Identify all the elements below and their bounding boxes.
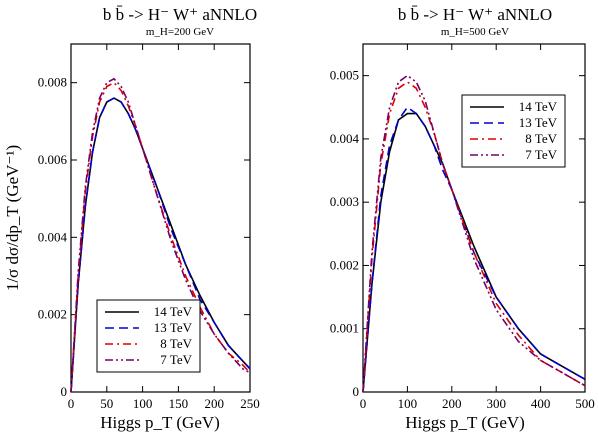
left-x-tick-label: 150 (169, 396, 189, 411)
left-legend-label: 7 TeV (160, 352, 192, 367)
right-y-tick-label: 0.001 (330, 321, 359, 336)
left-y-tick-label: 0.002 (38, 307, 67, 322)
right-series-lines (362, 74, 586, 393)
right-legend-label: 13 TeV (519, 115, 558, 130)
left-series-line (70, 97, 251, 393)
left-y-tick-label: 0.004 (38, 229, 68, 244)
left-y-tick-label: 0 (61, 384, 68, 399)
left-x-axis-label: Higgs p_T (GeV) (100, 413, 220, 432)
right-legend-label: 7 TeV (525, 147, 557, 162)
right-legend-label: 8 TeV (525, 131, 557, 146)
left-x-tick-label: 50 (100, 396, 113, 411)
right-y-tick-label: 0.005 (330, 68, 359, 83)
right-x-axis-label: Higgs p_T (GeV) (405, 413, 525, 432)
right-x-tick-label: 500 (575, 396, 595, 411)
left-subtitle: m_H=200 GeV (146, 26, 214, 38)
left-x-tick-label: 200 (204, 396, 224, 411)
right-x-tick-label: 0 (360, 396, 367, 411)
left-legend-label: 8 TeV (160, 336, 192, 351)
right-series-line (362, 106, 586, 393)
right-y-tick-label: 0 (353, 384, 360, 399)
left-panel: b b̄ -> H⁻ W⁺ aNNLO m_H=200 GeV 0 50 100 15… (3, 5, 260, 432)
right-y-tick-label: 0.004 (330, 131, 360, 146)
left-y-tick-label: 0.006 (38, 152, 68, 167)
left-x-tick-label: 250 (240, 396, 260, 411)
left-y-tick-label: 0.008 (38, 75, 67, 90)
right-legend-label: 14 TeV (519, 99, 558, 114)
right-subtitle: m_H=500 GeV (441, 26, 509, 38)
left-series-lines (70, 77, 251, 393)
right-y-tick-label: 0.003 (330, 194, 359, 209)
right-ticks: 0 100 200 300 400 500 0 0.001 0.002 0.003 0.004 0.0… (330, 44, 595, 411)
right-y-tick-label: 0.002 (330, 257, 359, 272)
right-title: b b̄ -> H⁻ W⁺ aNNLO (398, 5, 552, 24)
y-axis-label: 1/σ dσ/dp_T (GeV⁻¹) (3, 145, 22, 291)
left-plot-frame (70, 43, 251, 393)
right-x-tick-label: 200 (442, 396, 462, 411)
left-title: b b̄ -> H⁻ W⁺ aNNLO (103, 5, 257, 24)
left-x-tick-label: 0 (68, 396, 75, 411)
right-x-tick-label: 100 (398, 396, 418, 411)
right-series-line (362, 74, 586, 393)
left-x-tick-label: 100 (133, 396, 153, 411)
right-panel: b b̄ -> H⁻ W⁺ aNNLO m_H=500 GeV 0 100 200 3… (330, 5, 595, 432)
left-ticks: 0 50 100 150 200 250 0 0.002 0.004 0.006 0.008 (38, 44, 260, 411)
left-legend-label: 14 TeV (154, 304, 193, 319)
left-legend-label: 13 TeV (154, 320, 193, 335)
right-plot-frame (362, 43, 586, 393)
right-x-tick-label: 300 (486, 396, 506, 411)
right-x-tick-label: 400 (531, 396, 551, 411)
